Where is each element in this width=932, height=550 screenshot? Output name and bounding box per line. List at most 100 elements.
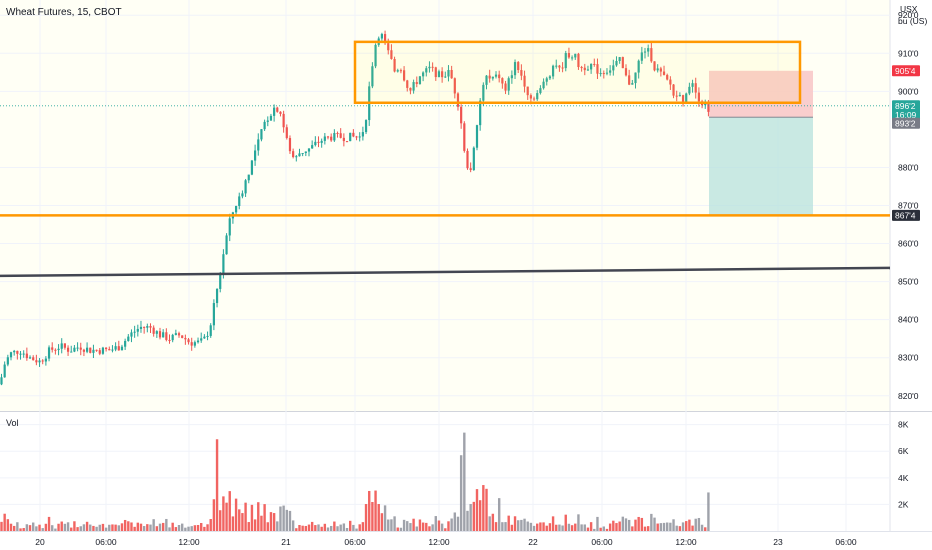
time-tick-label: 20 <box>35 537 45 547</box>
stop-price-tag-text: 867'4 <box>895 210 916 220</box>
annotations[interactable] <box>0 40 891 278</box>
candle-body <box>371 66 374 87</box>
volume-bar <box>231 516 235 531</box>
candle-body <box>681 95 685 102</box>
candle-body <box>117 346 120 351</box>
volume-bar <box>168 527 171 531</box>
volume-bar <box>368 490 371 531</box>
volume-bar <box>637 516 640 531</box>
candle-body <box>184 337 187 340</box>
volume-bar <box>104 527 108 531</box>
volume-bar <box>548 523 552 531</box>
candle-body <box>247 174 250 181</box>
candle-body <box>361 132 364 137</box>
candle-body <box>412 82 415 91</box>
price-axis-labels: 920'0 910'0 900'0 880'0 870'0 860'0 850'0 840'0… <box>898 10 919 401</box>
candle-body <box>422 72 425 77</box>
volume-bar <box>517 520 520 531</box>
candle-body <box>431 66 434 68</box>
candle-body <box>279 111 282 114</box>
candle-body <box>326 136 330 138</box>
volume-bar <box>624 518 628 531</box>
volume-bar <box>536 523 539 531</box>
volume-bar <box>266 522 269 531</box>
volume-bar <box>76 527 79 531</box>
volume-bar <box>425 522 428 531</box>
volume-bar <box>298 524 301 531</box>
price-tick-label: 830'0 <box>898 353 919 363</box>
candle-body <box>460 106 463 124</box>
volume-bar <box>149 524 152 531</box>
time-tick-label: 12:00 <box>428 537 450 547</box>
candle-body <box>434 67 437 78</box>
volume-bar <box>310 521 314 531</box>
candle-body <box>418 76 422 84</box>
volume-bar <box>38 524 41 531</box>
candle-body <box>441 71 444 78</box>
candle-body <box>352 132 355 137</box>
candle-body <box>282 113 285 128</box>
volume-bar <box>431 524 434 531</box>
candle-body <box>47 347 51 359</box>
candle-body <box>358 136 361 138</box>
volume-bar <box>545 525 548 531</box>
candle-body <box>409 87 412 91</box>
volume-bar <box>653 517 656 531</box>
stop-price-tag-bg <box>892 209 920 221</box>
volume-bar <box>28 525 32 531</box>
volume-bar <box>314 525 317 531</box>
volume-bar <box>123 519 127 531</box>
volume-bar <box>269 512 273 531</box>
candle-body <box>615 60 618 66</box>
candle-body <box>520 70 523 76</box>
candle-body <box>675 95 678 97</box>
volume-bar <box>608 523 612 531</box>
candle-body <box>314 141 317 146</box>
long-position-tool[interactable] <box>709 70 813 216</box>
volume-bar <box>678 526 682 531</box>
candle-body <box>561 67 564 69</box>
candle-body <box>488 75 491 79</box>
volume-bar <box>187 526 190 531</box>
candle-body <box>577 53 580 68</box>
price-tick-label: 820'0 <box>898 391 919 401</box>
currency-label: USX <box>900 4 918 14</box>
candle-body <box>402 70 406 81</box>
time-tick-label: 12:00 <box>675 537 697 547</box>
candle-body <box>177 333 181 336</box>
candle-body <box>510 75 513 79</box>
time-tick-label: 06:00 <box>344 537 366 547</box>
candle-body <box>111 349 114 351</box>
candle-body <box>95 349 98 351</box>
candle-body <box>174 333 177 335</box>
candle-body <box>54 349 57 351</box>
candle-body <box>548 76 552 79</box>
volume-bar <box>504 522 507 531</box>
candle-body <box>32 357 35 361</box>
volume-bar <box>276 521 279 531</box>
volume-bar <box>79 526 82 531</box>
price-tick-label: 910'0 <box>898 48 919 58</box>
candle-body <box>628 75 631 85</box>
candle-body <box>678 95 681 97</box>
volume-bar <box>352 524 355 531</box>
candle-body <box>25 353 28 359</box>
volume-bar <box>336 526 339 531</box>
candle-body <box>276 107 279 112</box>
candle-body <box>580 67 583 69</box>
candle-body <box>355 136 358 138</box>
volume-bar <box>387 519 390 531</box>
candle-body <box>539 88 542 94</box>
price-tick-label: 870'0 <box>898 201 919 211</box>
volume-bar <box>85 521 89 531</box>
candle-body <box>425 68 428 73</box>
volume-tick-label: 8K <box>898 420 909 430</box>
price-tick-label: 850'0 <box>898 277 919 287</box>
volume-bar <box>482 485 485 531</box>
candle-body <box>149 326 152 328</box>
candle-body <box>120 346 124 351</box>
candle-body <box>596 64 599 74</box>
volume-bar <box>247 522 250 531</box>
volume-bar <box>704 527 707 531</box>
